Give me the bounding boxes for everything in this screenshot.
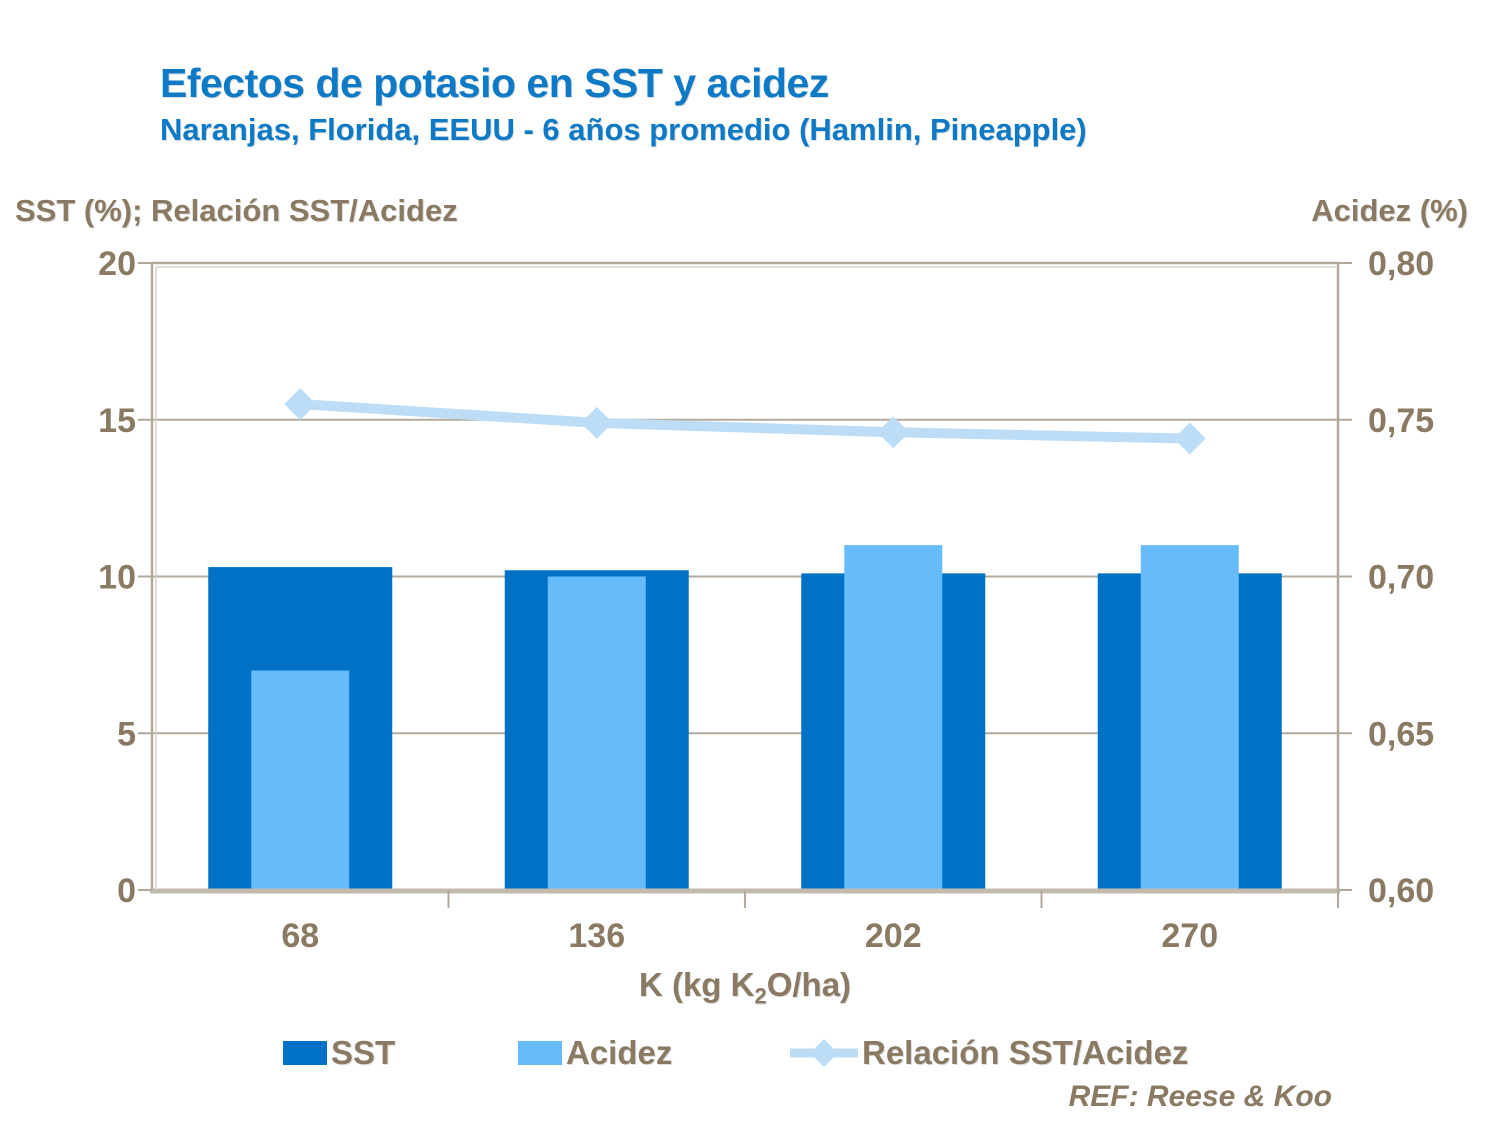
ratio-legend-label: Relación SST/Acidez [862,1034,1189,1071]
reference-text: REF: Reese & Koo [1068,1080,1332,1113]
acidez-legend-label: Acidez [566,1034,673,1071]
x-axis-tick-label-202: 202 [865,917,922,955]
ratio-marker-136 [580,406,613,439]
legend-item-ratio: Relación SST/Acidez [790,1034,1188,1072]
left-axis-tick-label-20: 20 [98,245,136,283]
right-axis-tick-label-2: 0,70 [1368,559,1434,597]
x-axis-title: K (kg K2O/ha) [152,966,1338,1010]
acidez-bar-68 [251,670,350,890]
sst-legend-swatch [283,1041,327,1065]
chart-subtitle: Naranjas, Florida, EEUU - 6 años promedi… [160,112,1087,147]
x-axis-title-post: O/ha) [766,966,852,1003]
legend-item-acidez: Acidez [518,1034,672,1072]
acidez-legend-swatch [518,1041,562,1065]
right-axis-tick-label-0: 0,80 [1368,245,1434,283]
x-axis-tick-label-136: 136 [568,917,625,955]
ratio-marker-270 [1173,422,1206,455]
left-axis-tick-label-10: 10 [98,559,136,597]
right-axis-title: Acidez (%) [1311,193,1468,228]
acidez-bar-202 [844,545,943,890]
right-axis-tick-label-4: 0,60 [1368,872,1434,910]
left-axis-title: SST (%); Relación SST/Acidez [15,193,458,228]
acidez-bar-136 [547,576,646,890]
left-axis-tick-label-15: 15 [98,402,136,440]
ratio-marker-202 [877,416,910,449]
ratio-legend-marker [790,1039,858,1067]
right-axis-tick-label-1: 0,75 [1368,402,1434,440]
right-axis-tick-label-3: 0,65 [1368,715,1434,753]
acidez-bar-270 [1140,545,1239,890]
ratio-marker-68 [284,388,317,421]
ratio-line [299,399,1190,444]
x-axis-title-subscript: 2 [754,983,767,1009]
left-axis-tick-label-5: 5 [117,715,136,753]
x-axis-title-pre: K (kg K [638,966,755,1003]
chart-title: Efectos de potasio en SST y acidez [160,60,829,106]
x-axis-tick-label-68: 68 [281,917,319,955]
x-axis-tick-label-270: 270 [1161,917,1218,955]
left-axis-tick-label-0: 0 [117,872,136,910]
legend-item-sst: SST [283,1034,395,1072]
sst-legend-label: SST [331,1034,396,1071]
